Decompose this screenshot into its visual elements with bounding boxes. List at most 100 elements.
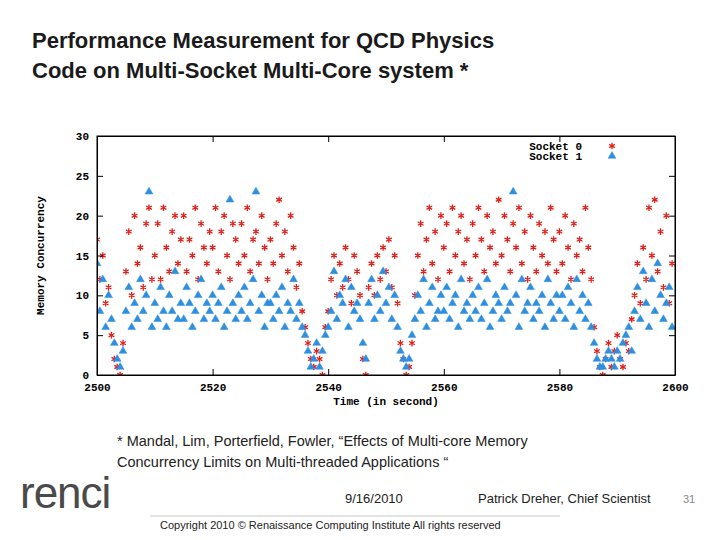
point xyxy=(477,315,485,322)
point xyxy=(654,259,662,266)
point xyxy=(398,340,404,347)
point xyxy=(418,220,424,227)
point xyxy=(536,220,542,227)
point xyxy=(467,276,473,283)
point xyxy=(470,220,476,227)
text-line: * Mandal, Lim, Porterfield, Fowler, “Eff… xyxy=(117,433,528,449)
point xyxy=(554,268,560,275)
point xyxy=(327,307,335,314)
point xyxy=(564,283,572,290)
point xyxy=(411,315,419,322)
point xyxy=(561,315,569,322)
point xyxy=(432,228,438,235)
point xyxy=(513,244,519,251)
point xyxy=(192,204,198,211)
tick-mark xyxy=(669,216,675,217)
point xyxy=(531,244,537,251)
point xyxy=(319,347,327,354)
point xyxy=(347,283,355,290)
point xyxy=(162,323,170,330)
point xyxy=(429,260,435,267)
point xyxy=(545,260,551,267)
point xyxy=(385,283,393,290)
tick-mark xyxy=(669,335,675,336)
point xyxy=(628,347,636,354)
point xyxy=(662,299,670,306)
point xyxy=(582,315,590,322)
point xyxy=(489,307,497,314)
point xyxy=(305,340,311,347)
point xyxy=(437,291,445,298)
point xyxy=(140,284,146,291)
point xyxy=(134,315,142,322)
point xyxy=(241,283,249,290)
point xyxy=(203,299,211,306)
point xyxy=(210,244,216,251)
point xyxy=(475,283,483,290)
point xyxy=(377,276,383,283)
point xyxy=(295,299,303,306)
point xyxy=(614,332,620,339)
point xyxy=(605,347,613,354)
tick: 10 xyxy=(76,290,103,302)
point xyxy=(421,268,427,275)
point xyxy=(99,275,107,282)
point xyxy=(284,299,292,306)
point xyxy=(278,283,286,290)
point xyxy=(455,228,461,235)
point xyxy=(394,323,402,330)
point xyxy=(610,363,618,370)
point xyxy=(495,299,503,306)
point xyxy=(137,244,143,251)
point xyxy=(339,299,347,306)
point xyxy=(506,299,514,306)
plot-frame xyxy=(97,136,675,375)
point xyxy=(527,283,535,290)
point xyxy=(516,204,522,211)
point xyxy=(473,252,479,259)
point xyxy=(129,292,135,299)
point xyxy=(294,284,300,291)
point xyxy=(583,204,589,211)
point xyxy=(259,212,265,219)
point xyxy=(168,307,176,314)
point xyxy=(530,315,538,322)
point xyxy=(481,268,487,275)
point xyxy=(243,315,251,322)
point xyxy=(366,284,372,291)
point xyxy=(652,196,658,203)
point xyxy=(194,291,202,298)
point xyxy=(207,228,213,235)
tick: 2580 xyxy=(547,369,573,394)
tick-mark xyxy=(669,295,675,296)
point xyxy=(570,323,578,330)
point xyxy=(457,275,465,282)
slide-canvas: Performance Measurement for QCD PhysicsC… xyxy=(0,0,720,540)
point xyxy=(165,291,173,298)
point xyxy=(333,315,341,322)
point xyxy=(368,275,376,282)
point xyxy=(542,228,548,235)
point xyxy=(353,299,361,306)
point xyxy=(223,307,231,314)
tick xyxy=(669,176,675,177)
copyright: Copyright 2010 © Renaissance Computing I… xyxy=(160,519,501,531)
point xyxy=(415,252,421,259)
point xyxy=(480,299,488,306)
point xyxy=(253,228,259,235)
point xyxy=(337,260,343,267)
point xyxy=(458,212,464,219)
point xyxy=(587,323,595,330)
point xyxy=(521,307,529,314)
point xyxy=(463,299,471,306)
point xyxy=(359,339,367,346)
point xyxy=(620,364,626,371)
point xyxy=(136,275,144,282)
point xyxy=(255,307,263,314)
point xyxy=(204,260,210,267)
tick-label: 2540 xyxy=(315,382,341,394)
point xyxy=(131,299,139,306)
point xyxy=(209,291,217,298)
point xyxy=(310,355,318,362)
tick xyxy=(669,375,675,376)
